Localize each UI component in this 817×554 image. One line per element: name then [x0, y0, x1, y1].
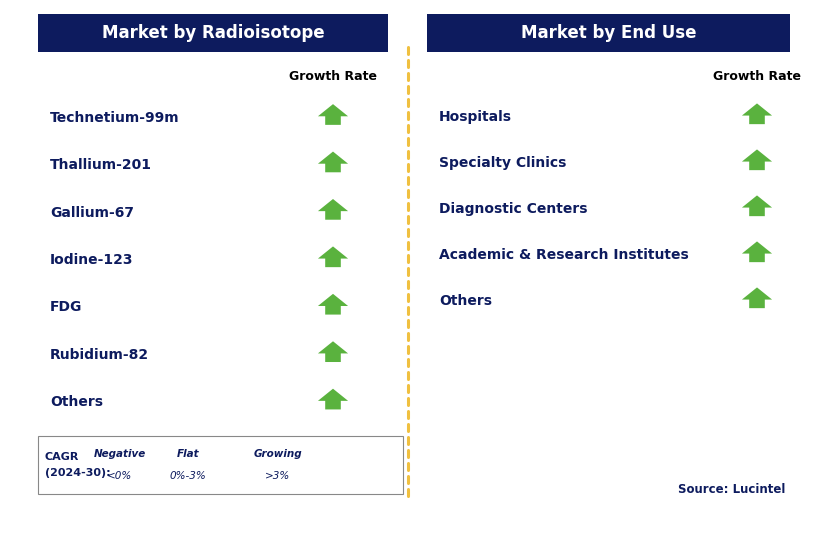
FancyBboxPatch shape [38, 14, 388, 52]
Text: Diagnostic Centers: Diagnostic Centers [439, 202, 587, 216]
Text: (2024-30):: (2024-30): [45, 468, 110, 478]
Polygon shape [298, 453, 326, 471]
FancyBboxPatch shape [427, 14, 790, 52]
Polygon shape [318, 341, 348, 362]
Text: CAGR: CAGR [45, 452, 79, 462]
Text: Thallium-201: Thallium-201 [50, 158, 152, 172]
Text: Gallium-67: Gallium-67 [50, 206, 134, 219]
Text: Source: Lucintel: Source: Lucintel [677, 483, 785, 496]
Polygon shape [742, 242, 772, 262]
Text: Specialty Clinics: Specialty Clinics [439, 156, 566, 170]
Polygon shape [318, 152, 348, 172]
Polygon shape [318, 294, 348, 315]
Text: Growth Rate: Growth Rate [289, 69, 377, 83]
Text: >3%: >3% [266, 471, 291, 481]
Text: FDG: FDG [50, 300, 83, 315]
Text: Technetium-99m: Technetium-99m [50, 111, 180, 125]
Text: Flat: Flat [176, 449, 199, 459]
Text: Negative: Negative [94, 449, 146, 459]
Polygon shape [318, 199, 348, 220]
Text: <0%: <0% [107, 471, 132, 481]
Polygon shape [318, 389, 348, 409]
FancyBboxPatch shape [38, 436, 403, 494]
Polygon shape [318, 247, 348, 267]
Text: Rubidium-82: Rubidium-82 [50, 348, 150, 362]
Text: Growth Rate: Growth Rate [713, 69, 801, 83]
Polygon shape [742, 104, 772, 124]
Text: Hospitals: Hospitals [439, 110, 512, 124]
Polygon shape [136, 458, 164, 478]
Text: Market by End Use: Market by End Use [520, 24, 696, 42]
Text: Market by Radioisotope: Market by Radioisotope [101, 24, 324, 42]
Text: Others: Others [50, 396, 103, 409]
Text: Iodine-123: Iodine-123 [50, 253, 133, 267]
Polygon shape [742, 288, 772, 308]
Polygon shape [742, 196, 772, 216]
Polygon shape [318, 104, 348, 125]
Polygon shape [742, 150, 772, 170]
Text: Academic & Research Institutes: Academic & Research Institutes [439, 248, 689, 262]
Text: Growing: Growing [254, 449, 302, 459]
Text: 0%-3%: 0%-3% [170, 471, 207, 481]
Polygon shape [220, 451, 239, 479]
Text: Others: Others [439, 294, 492, 308]
